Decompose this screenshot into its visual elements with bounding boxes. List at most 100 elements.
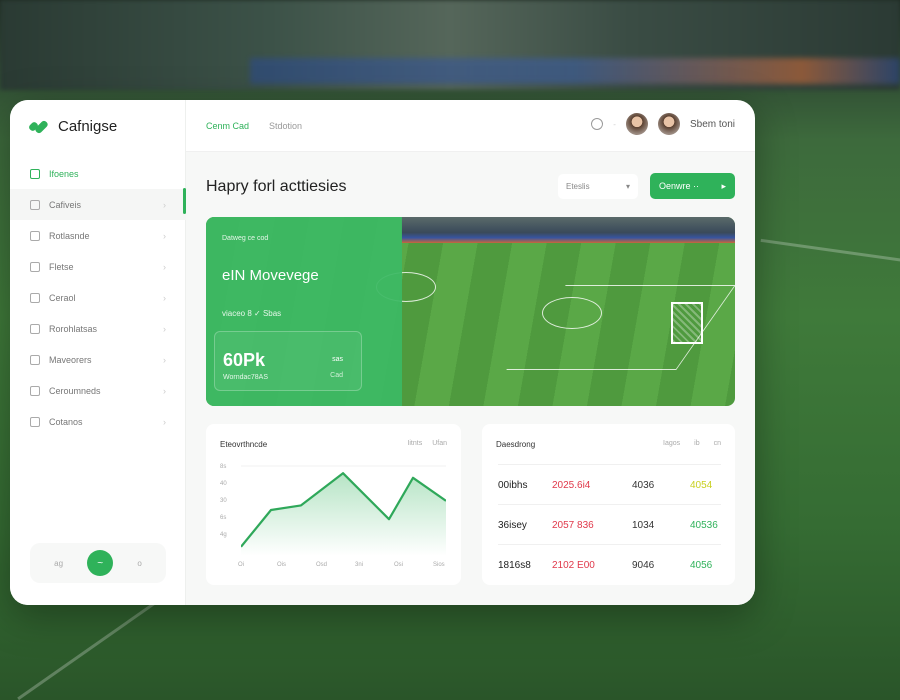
y-tick: 6s [220, 515, 227, 521]
hero-card: Datweg ce cod eIN Movevege viaceo 8 ✓ Sb… [206, 217, 735, 406]
y-tick: 30 [220, 498, 227, 504]
stadium-boards [250, 58, 900, 84]
x-tick: Osd [316, 562, 328, 568]
chart-icon [30, 230, 40, 241]
sidebar-footer: ag ~ o [30, 543, 166, 583]
x-tick: Oi [238, 562, 244, 568]
sidebar-item-label: Ceraol [49, 292, 76, 303]
brand-name: Cafnigse [58, 118, 118, 135]
go-button[interactable]: ~ [87, 550, 114, 576]
pitch-line [760, 238, 900, 265]
tab-0[interactable]: Cenm Cad [206, 120, 250, 131]
stat-value: 60Pk [223, 350, 266, 370]
app-window: Cafnigse Ifoenes Cafiveis › Rotlasnde › Flets… [10, 100, 755, 605]
money-icon [30, 354, 40, 365]
footer-right-button[interactable]: o [137, 558, 142, 568]
chart-title: Eteovrthncde [220, 440, 268, 449]
filter-select[interactable]: Eteslis ▾ [558, 174, 638, 199]
hero-caption: Datweg ce cod [222, 235, 269, 242]
x-tick: Osi [394, 562, 403, 568]
logo: Cafnigse [27, 118, 118, 135]
line-chart [241, 465, 446, 556]
hero-overlay: Datweg ce cod eIN Movevege viaceo 8 ✓ Sb… [206, 217, 402, 406]
tab-1[interactable]: Stdotion [269, 120, 303, 131]
table-cell-name: 36isey [498, 520, 527, 531]
button-label: Oenwre ·· [659, 181, 700, 191]
sidebar-item-1[interactable]: Cafiveis › [10, 189, 186, 220]
sidebar-item-6[interactable]: Maveorers › [10, 344, 186, 375]
table-card: Daesdrong Iagos ib cn 00ibhs 2025.6i4 4036 40… [482, 424, 735, 585]
sidebar-item-3[interactable]: Fletse › [10, 251, 186, 282]
sidebar-item-label: Rotlasnde [49, 230, 90, 241]
table-cell-c: 4056 [690, 560, 713, 571]
primary-button[interactable]: Oenwre ·· ▸ [650, 173, 735, 199]
stat-side-value: sas [332, 356, 343, 363]
sidebar-item-label: Ifoenes [49, 168, 79, 179]
chevron-right-icon: › [163, 199, 166, 210]
sidebar-item-4[interactable]: Ceraol › [10, 282, 186, 313]
avatar[interactable] [657, 113, 680, 135]
table-cell-b: 9046 [632, 560, 655, 571]
x-tick: Ois [277, 562, 286, 568]
x-tick: 3ni [355, 562, 364, 568]
scroll-indicator [183, 188, 186, 214]
table-title: Daesdrong [496, 440, 536, 449]
row-divider [498, 464, 721, 465]
sidebar-item-5[interactable]: Rorohlatsas › [10, 313, 186, 344]
avatar[interactable] [625, 113, 648, 135]
area-fill [241, 473, 446, 556]
y-tick: 40 [220, 481, 227, 487]
user-icon [30, 385, 40, 396]
select-value: Eteslis [566, 182, 590, 191]
sidebar-item-label: Fletse [49, 261, 74, 272]
chevron-right-icon: › [163, 354, 166, 365]
sidebar-item-label: Cotanos [49, 416, 83, 427]
footer-left-button[interactable]: ag [54, 558, 64, 568]
penalty-arc [542, 297, 602, 329]
chart-link[interactable]: Iitnts [407, 440, 423, 447]
table-cell-name: 1816s8 [498, 560, 531, 571]
sidebar-item-label: Rorohlatsas [49, 323, 98, 334]
page-title: Hapry forl acttiesies [206, 178, 347, 195]
calendar-icon [30, 168, 40, 179]
arrow-right-icon: ▸ [721, 180, 726, 191]
table-cell-name: 00ibhs [498, 480, 528, 491]
sidebar-item-8[interactable]: Cotanos › [10, 406, 186, 437]
chevron-down-icon: ▾ [625, 182, 630, 191]
y-tick: 8s [220, 464, 227, 470]
sidebar-item-label: Cafiveis [49, 199, 82, 210]
table-cell-b: 4036 [632, 480, 655, 491]
table-cell-a: 2025.6i4 [552, 480, 591, 491]
clipboard-icon [30, 323, 40, 334]
column-header: Iagos [663, 440, 681, 447]
chevron-right-icon: › [163, 230, 166, 241]
table-cell-a: 2057 836 [552, 520, 594, 531]
search-icon[interactable] [591, 118, 604, 130]
user-name[interactable]: Sbem toni [689, 118, 735, 130]
sidebar-item-7[interactable]: Ceroumneds › [10, 375, 186, 406]
chevron-down-icon[interactable]: - [613, 119, 616, 129]
column-header: ib [694, 440, 700, 447]
sidebar-item-2[interactable]: Rotlasnde › [10, 220, 186, 251]
hero-stat: 60Pk Worndac78AS sas Cad [214, 331, 362, 391]
sidebar-item-label: Ceroumneds [49, 385, 101, 396]
table-cell-b: 1034 [632, 520, 655, 531]
sidebar-item-0[interactable]: Ifoenes [10, 158, 186, 189]
column-header: cn [713, 440, 721, 447]
stat-label: Worndac78AS [223, 374, 269, 381]
stadium-stands [401, 217, 735, 243]
stat-side-label: Cad [330, 372, 343, 379]
y-tick: 4g [220, 532, 227, 538]
sidebar-item-label: Maveorers [49, 354, 92, 365]
series-line [241, 472, 446, 548]
table-cell-c: 4054 [690, 480, 713, 491]
row-divider [498, 504, 721, 505]
logo-icon [27, 119, 49, 134]
table-cell-a: 2102 E00 [552, 560, 595, 571]
top-header: Cenm Cad Stdotion - Sbem toni [186, 100, 755, 152]
goal-net [671, 302, 703, 344]
x-tick: Sios [433, 562, 445, 568]
chart-link[interactable]: Ufan [432, 440, 447, 447]
hero-subtext: viaceo 8 ✓ Sbas [222, 309, 282, 318]
chevron-right-icon: › [163, 385, 166, 396]
